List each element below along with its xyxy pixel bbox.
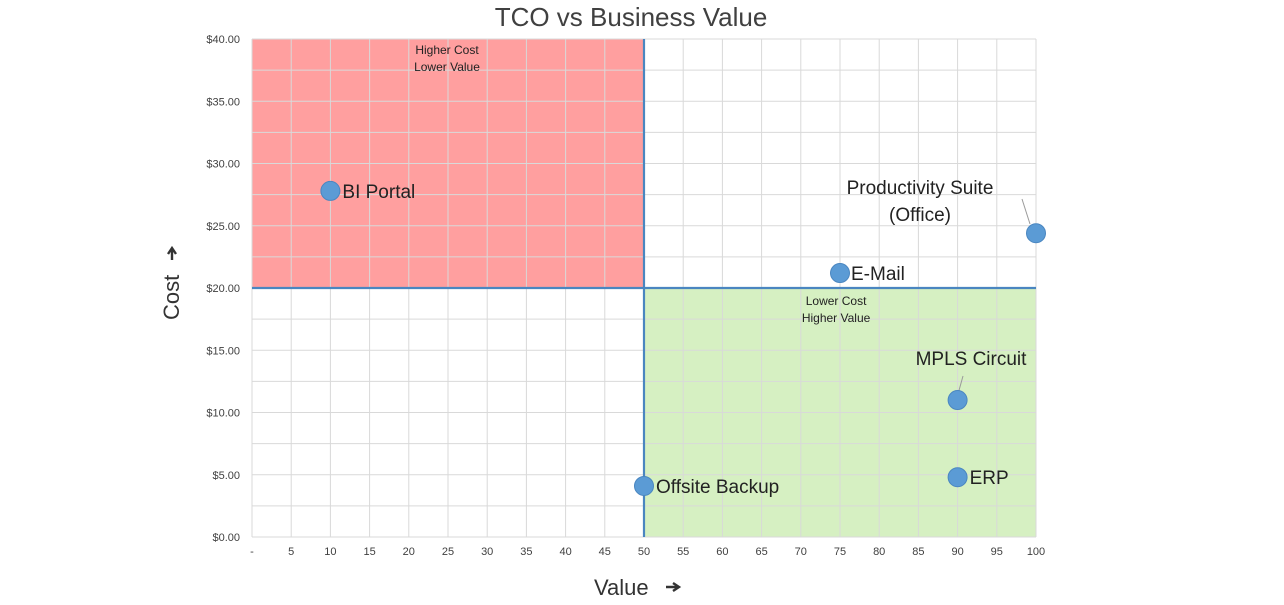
x-axis-label-text: Value [594, 575, 649, 600]
leader-line [1021, 198, 1031, 225]
y-tick-label: $25.00 [206, 221, 240, 233]
tick-layer: - 5 10 15 20 25 30 35 40 45 50 55 60 65 70 75 80 85 90 95 10… [206, 34, 1045, 558]
data-point-label: BI Portal [342, 182, 415, 203]
x-axis-label: Value [594, 575, 682, 600]
y-tick-label: $15.00 [206, 345, 240, 357]
data-point-group: ERP [947, 467, 1009, 489]
y-tick-label: $20.00 [206, 283, 240, 295]
data-point-label: Offsite Backup [656, 477, 779, 498]
x-tick-label: 5 [288, 546, 294, 558]
x-tick-label: - [250, 546, 254, 558]
data-point [947, 467, 968, 488]
quadrant-label: Lower Cost [806, 294, 867, 308]
y-tick-label: $30.00 [206, 159, 240, 171]
x-tick-label: 80 [873, 546, 885, 558]
data-point-label: ERP [970, 468, 1009, 489]
quadrant-label: Higher Cost [415, 43, 479, 57]
x-tick-label: 10 [324, 546, 336, 558]
y-tick-label: $40.00 [206, 34, 240, 46]
divider-layer [252, 39, 1036, 537]
y-axis-label: Cost [159, 245, 184, 320]
data-point-label: E-Mail [851, 264, 905, 285]
y-tick-label: $0.00 [212, 532, 240, 544]
x-tick-label: 45 [599, 546, 611, 558]
x-tick-label: 35 [520, 546, 532, 558]
x-tick-label: 40 [559, 546, 571, 558]
data-point-group: Offsite Backup [634, 475, 779, 498]
arrow-up-icon [167, 245, 177, 260]
x-tick-label: 55 [677, 546, 689, 558]
x-tick-label: 60 [716, 546, 728, 558]
quadrant-label: Higher Value [802, 311, 871, 325]
x-tick-label: 50 [638, 546, 650, 558]
data-point [947, 390, 968, 411]
data-point [634, 475, 654, 496]
data-point-label: Productivity Suite [847, 178, 994, 199]
data-point [830, 263, 850, 284]
y-tick-label: $10.00 [206, 408, 240, 420]
data-point-group: Productivity Suite (Office) [847, 178, 1046, 244]
x-tick-label: 30 [481, 546, 493, 558]
data-point-label: (Office) [889, 205, 951, 226]
y-tick-label: $5.00 [212, 470, 240, 482]
data-point-group: BI Portal [320, 180, 415, 203]
data-point [320, 180, 341, 201]
y-axis-label-text: Cost [159, 275, 184, 320]
x-tick-label: 95 [991, 546, 1003, 558]
chart-title: TCO vs Business Value [495, 2, 768, 32]
x-tick-label: 90 [951, 546, 963, 558]
quadrant-label: Lower Value [414, 60, 480, 74]
y-tick-label: $35.00 [206, 96, 240, 108]
arrow-right-icon [666, 582, 682, 592]
x-tick-label: 65 [755, 546, 767, 558]
data-point-label: MPLS Circuit [916, 349, 1028, 370]
x-tick-label: 75 [834, 546, 846, 558]
data-point-group: MPLS Circuit [916, 349, 1028, 411]
point-layer: BI Portal Productivity Suite (Office) E-Mai… [320, 178, 1046, 498]
x-tick-label: 85 [912, 546, 924, 558]
data-point-group: E-Mail [830, 263, 905, 285]
x-tick-label: 15 [363, 546, 375, 558]
quadrant-label-layer: Higher Cost Lower Value Lower Cost Higher V… [414, 43, 871, 325]
x-tick-label: 100 [1027, 546, 1045, 558]
data-point [1026, 223, 1046, 244]
x-tick-label: 25 [442, 546, 454, 558]
x-tick-label: 20 [403, 546, 415, 558]
x-tick-label: 70 [795, 546, 807, 558]
